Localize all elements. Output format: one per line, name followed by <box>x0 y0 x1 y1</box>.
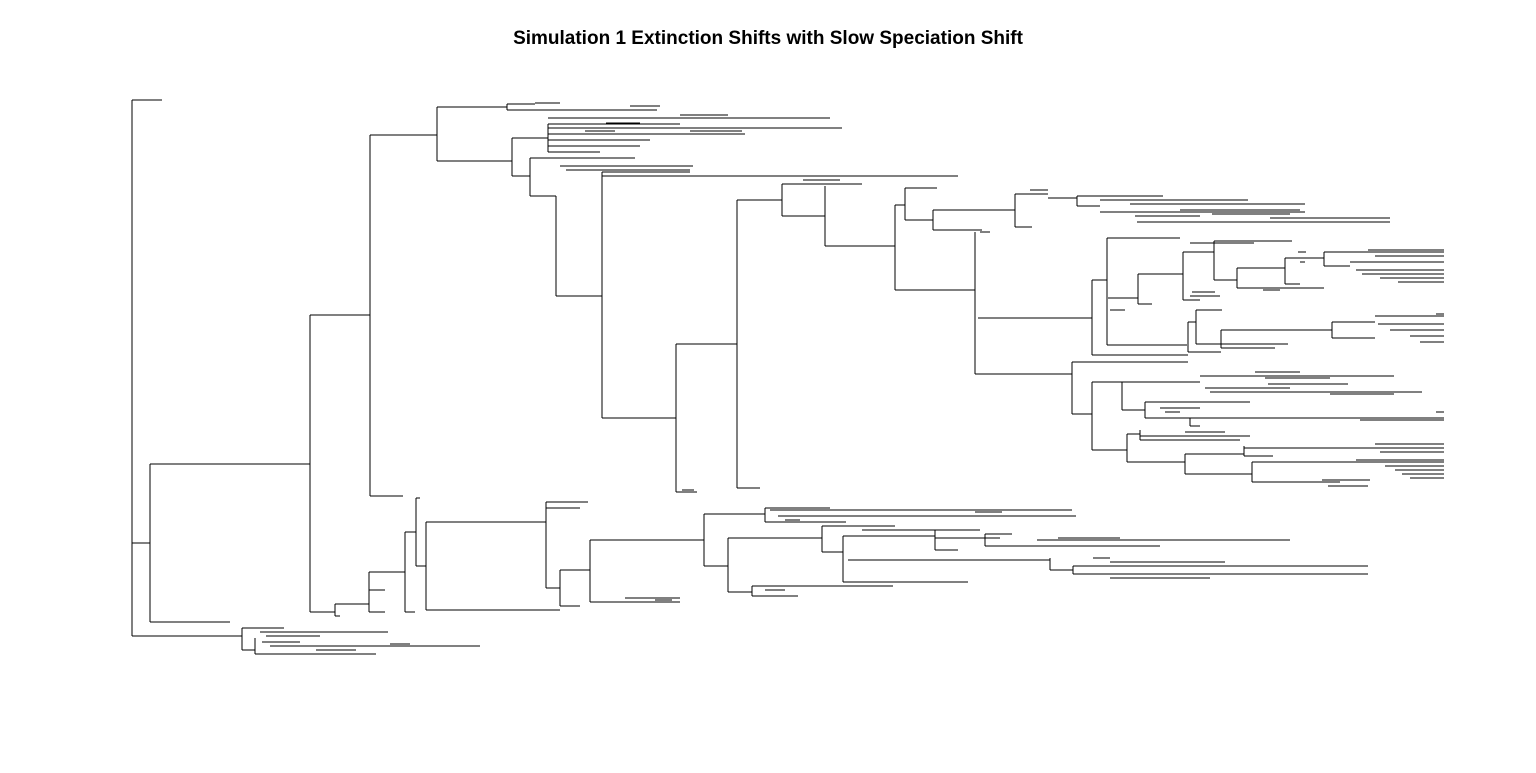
tree-branch <box>1106 237 1187 346</box>
tree-branch <box>589 539 704 603</box>
tree-branch <box>1323 249 1444 283</box>
tree-branch <box>369 134 437 497</box>
tree-branch <box>1126 433 1185 463</box>
tree-branch <box>675 343 737 493</box>
tree-branch <box>254 631 388 655</box>
tree-branch <box>1195 309 1288 345</box>
tree-branch <box>585 114 742 132</box>
tree-branch <box>984 534 1290 547</box>
tree-branch <box>415 497 426 567</box>
tree-branch <box>241 627 284 651</box>
tree-branch <box>506 102 660 111</box>
tree-branch <box>309 314 370 613</box>
tree-branch <box>894 204 975 291</box>
tree-branch <box>1139 430 1250 441</box>
tree-branch <box>1091 381 1127 451</box>
tree-branch <box>547 117 842 153</box>
tree-branch <box>1184 453 1252 475</box>
tree-branch <box>764 507 1076 523</box>
tree-branch <box>555 157 693 296</box>
tree-branch <box>1251 459 1444 487</box>
tree-branch <box>1189 411 1444 427</box>
tree-branch <box>436 106 512 162</box>
tree-branch <box>1243 443 1444 457</box>
tree-branch <box>1071 361 1188 415</box>
tree-branch <box>1137 273 1183 305</box>
tree-branch <box>1220 329 1332 349</box>
tree-branch <box>736 199 782 489</box>
tree-branch <box>1144 401 1250 419</box>
tree-branch <box>727 537 822 593</box>
tree-branch <box>932 209 1015 233</box>
tree-branch <box>703 513 765 567</box>
tree-branch <box>511 137 548 177</box>
tree-branch <box>368 571 405 613</box>
tree-branch <box>132 463 310 623</box>
tree-branch <box>824 186 895 247</box>
tree-branch <box>751 585 858 597</box>
tree-branch <box>1236 267 1324 291</box>
tree-branch <box>1331 313 1444 343</box>
tree-branch <box>934 530 1012 551</box>
tree-branch <box>529 157 560 197</box>
tree-branch <box>131 99 242 637</box>
tree-branch <box>559 569 590 607</box>
tree-branch <box>608 171 958 177</box>
tree-branch <box>1121 371 1422 411</box>
tree-branch <box>262 641 480 651</box>
tree-branch <box>601 171 676 419</box>
tree-branch <box>1182 251 1220 301</box>
tree-branch <box>1076 195 1390 223</box>
tree-branch <box>1190 240 1292 281</box>
tree-branch <box>625 597 680 601</box>
tree-branch <box>1284 251 1324 285</box>
tree-branch <box>842 529 980 587</box>
tree-branch <box>334 603 369 617</box>
tree-branch <box>545 501 588 589</box>
tree-branch <box>1187 321 1221 353</box>
tree-branch <box>1014 189 1077 228</box>
tree-branch <box>1091 279 1188 356</box>
tree-branch <box>848 557 1368 579</box>
tree-branch <box>781 175 958 217</box>
tree-branch <box>425 521 560 611</box>
plot-title: Simulation 1 Extinction Shifts with Slow… <box>513 28 1023 49</box>
tree-branch <box>904 187 937 221</box>
tree-branch <box>404 531 416 613</box>
tree-branch <box>974 232 1092 375</box>
tree-branch <box>821 525 895 553</box>
